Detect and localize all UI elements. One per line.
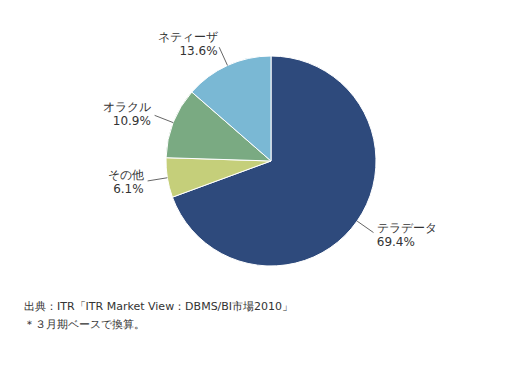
svg-text:その他6.1%: その他6.1% — [108, 168, 144, 196]
svg-text:オラクル10.9%: オラクル10.9% — [103, 100, 151, 128]
html-text:＊３月期ベースで換算。: ＊３月期ベースで換算。 — [24, 318, 145, 331]
html-text:出典：ITR「ITR Market View：DBMS/BI: 出典：ITR「ITR Market View：DBMS/BI市場2010」 — [24, 300, 294, 313]
svg-text:テラデータ69.4%: テラデータ69.4% — [377, 221, 437, 249]
svg-text:ネティーザ13.6%: ネティーザ13.6% — [158, 30, 218, 58]
